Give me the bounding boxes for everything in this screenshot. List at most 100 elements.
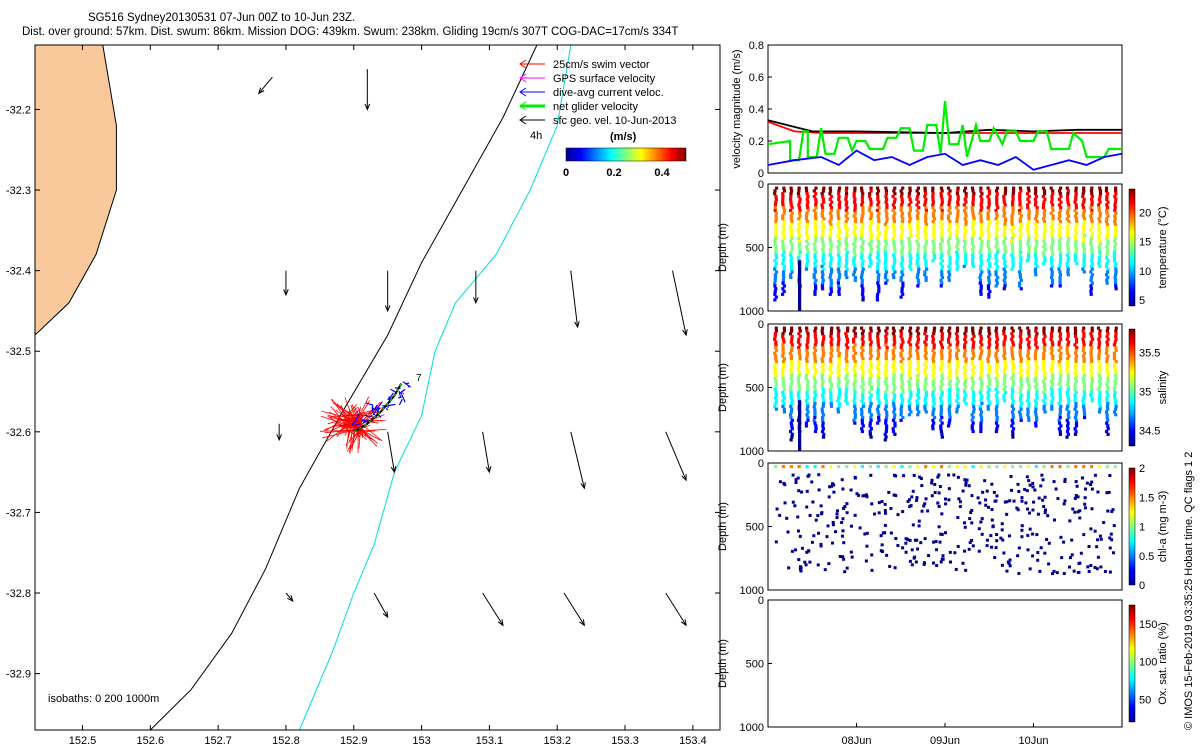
- colorbar-tick-label: 5: [1139, 295, 1145, 307]
- velocity-ylabel: velocity magnitude (m/s): [731, 49, 743, 168]
- time-axis-ticks: 08Jun 09Jun 10Jun: [842, 723, 1048, 747]
- surface-velocity-arrow: [570, 270, 580, 329]
- swim-vector: [344, 432, 348, 436]
- map-x-ticks: 152.5 152.6 152.7 152.8 152.9 153 153.1 153.2 15…: [69, 45, 707, 747]
- swim-vector: [357, 426, 378, 445]
- swim-vector: [348, 426, 363, 453]
- depth-panel: 0 500 1000 Depth (m) 50 100 150 Ox. sat. ratio …: [717, 595, 1169, 747]
- legend-label: sfc geo. vel. 10-Jun-2013: [553, 115, 677, 127]
- legend-4h-label: 4h: [530, 130, 542, 142]
- map-y-ticks: -32.2 -32.3 -32.4 -32.5 -32.6 -32.7 -32.8 -32.9: [6, 104, 720, 681]
- dive-vector: [385, 407, 389, 411]
- swim-vector: [346, 411, 356, 418]
- colorbar-title: (m/s): [610, 131, 637, 143]
- velocity-y-tick-label: 0: [758, 168, 764, 180]
- dive-vector: [401, 394, 406, 403]
- depth-ylabel: Depth (m): [717, 223, 729, 272]
- colorbar-tick-label: 1.5: [1139, 492, 1154, 504]
- depth-y-tick-label: 1000: [740, 306, 764, 318]
- surface-velocity-arrow: [672, 270, 688, 337]
- legend-label: 25cm/s swim vector: [553, 59, 650, 71]
- surface-velocity-arrow: [276, 423, 282, 442]
- map-x-tick-label: 153.3: [611, 735, 639, 747]
- map-colorbar-tick: 0.4: [654, 167, 670, 179]
- colorbar-tick-label: 100: [1139, 657, 1157, 669]
- velocity-y-tick-label: 0.8: [749, 40, 764, 52]
- depth-colorbar: [1128, 467, 1136, 586]
- depth-panel: 0 500 1000 Depth (m) 34.5 35 35.5 salinity: [717, 319, 1169, 458]
- colorbar-label: salinity: [1157, 370, 1169, 404]
- map-colorbar-tick: 0: [563, 167, 569, 179]
- surface-velocity-arrow: [665, 592, 687, 627]
- depth-colorbar: [1128, 188, 1136, 307]
- velocity-y-tick-label: 0.6: [749, 72, 764, 84]
- legend-entry: dive-avg current veloc.: [519, 87, 664, 99]
- map-y-tick-label: -32.5: [6, 346, 31, 358]
- velocity-y-tick-label: 0.4: [749, 104, 764, 116]
- depth-y-tick-label: 500: [746, 522, 764, 534]
- colorbar-label: chl-a (mg m-3): [1157, 491, 1169, 563]
- surface-velocity-arrow: [482, 431, 492, 474]
- dive-vector: [398, 391, 402, 398]
- depth-y-tick-label: 1000: [740, 585, 764, 597]
- map-x-tick-label: 153: [412, 735, 430, 747]
- swim-vector: [347, 430, 351, 438]
- colorbar-tick-label: 10: [1139, 266, 1151, 278]
- depth-ylabel: Depth (m): [717, 639, 729, 688]
- map-legend: 25cm/s swim vector GPS surface velocity di…: [519, 59, 677, 127]
- swim-vector: [319, 429, 352, 432]
- swim-vector: [356, 430, 376, 434]
- day-marker: 7: [416, 373, 422, 384]
- surface-velocity-arrow: [373, 592, 389, 619]
- map-y-tick-label: -32.7: [6, 507, 31, 519]
- map-y-tick-label: -32.9: [6, 669, 31, 681]
- swim-vector: [340, 420, 347, 431]
- dive-vector: [402, 381, 411, 388]
- map-colorbar-ticks: 0 0.2 0.4: [563, 167, 671, 179]
- map-y-tick-label: -32.3: [6, 185, 31, 197]
- map-colorbar-tick: 0.2: [606, 167, 621, 179]
- depth-y-tick-label: 500: [746, 659, 764, 671]
- depth-y-tick-label: 0: [758, 319, 764, 331]
- map-x-tick-label: 152.9: [340, 735, 368, 747]
- map-frame: [34, 44, 721, 731]
- depth-colorbar: [1128, 604, 1136, 723]
- dive-vector: [377, 401, 383, 408]
- depth-y-tick-label: 0: [758, 595, 764, 607]
- map-y-tick-label: -32.4: [6, 266, 31, 278]
- colorbar-tick-label: 50: [1139, 694, 1151, 706]
- colorbar-tick-label: 20: [1139, 207, 1151, 219]
- isobath-label: isobaths: 0 200 1000m: [48, 693, 159, 705]
- velocity-y-tick-label: 0.2: [749, 136, 764, 148]
- colorbar-label: Ox. sat. ratio (%): [1157, 622, 1169, 705]
- legend-label: dive-avg current veloc.: [553, 87, 664, 99]
- title-line-1: SG516 Sydney20130531 07-Jun 00Z to 10-Ju…: [88, 12, 355, 24]
- velocity-panel: 0 0.2 0.4 0.6 0.8 velocity magnitude (m/s): [731, 40, 1123, 180]
- colorbar-tick-label: 15: [1139, 237, 1151, 249]
- swim-vector: [330, 399, 352, 419]
- map-x-tick-label: 152.7: [204, 735, 232, 747]
- side-credit: © IMOS 15-Feb-2019 03:35:25 Hobart time.…: [1183, 452, 1195, 730]
- surface-velocity-arrow: [387, 431, 397, 474]
- coastline-land: [35, 45, 117, 336]
- map-y-tick-label: -32.2: [6, 104, 31, 116]
- surface-velocity-arrow: [473, 270, 479, 305]
- time-tick-label: 09Jun: [930, 735, 960, 747]
- legend-label: GPS surface velocity: [553, 73, 656, 85]
- surface-velocity-arrow: [285, 592, 294, 603]
- dive-vector: [374, 404, 378, 410]
- dive-vector: [361, 419, 369, 423]
- colorbar-tick-label: 150: [1139, 619, 1157, 631]
- colorbar-tick-label: 1: [1139, 522, 1145, 534]
- legend-entry: net glider velocity: [519, 101, 638, 113]
- legend-entry: 25cm/s swim vector: [519, 59, 650, 71]
- surface-velocity-arrow: [384, 270, 391, 313]
- isobath-200m: [149, 45, 538, 730]
- map-y-tick-label: -32.8: [6, 588, 31, 600]
- surface-velocity-arrow: [283, 270, 289, 297]
- map-panel: 152.5 152.6 152.7 152.8 152.9 153 153.1 153.2 15…: [6, 44, 721, 747]
- velocity-series-line: [767, 149, 1123, 171]
- glider-track: [353, 383, 403, 433]
- swim-vector: [356, 410, 359, 422]
